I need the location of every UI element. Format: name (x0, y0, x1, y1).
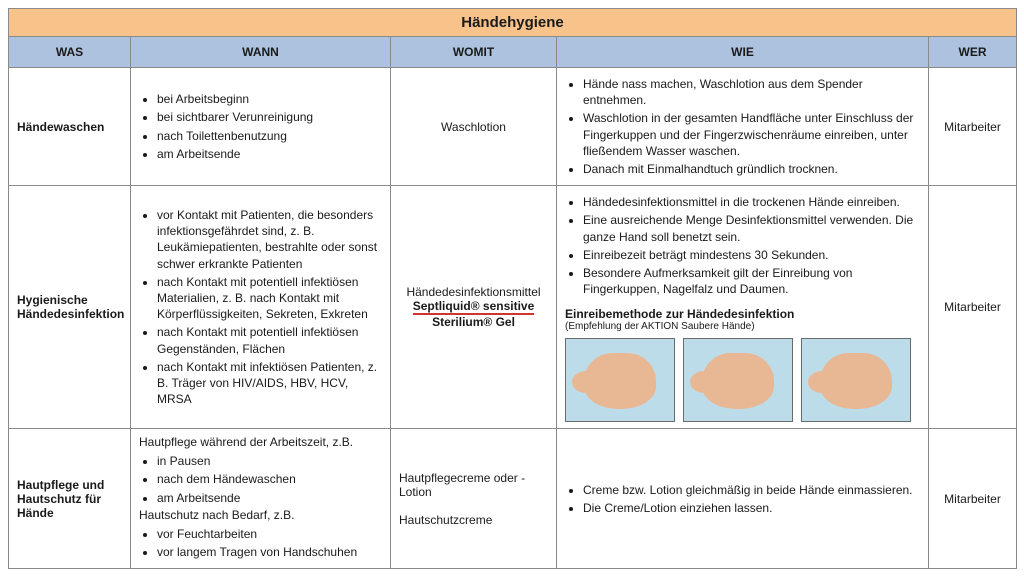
list-item: vor langem Tragen von Handschuhen (157, 544, 382, 560)
row2-womit: Händedesinfektionsmittel Septliquid® sen… (391, 186, 557, 429)
col-wann: WANN (131, 37, 391, 68)
list-item: nach Kontakt mit potentiell infektiösen … (157, 324, 382, 356)
list-item: bei Arbeitsbeginn (157, 91, 382, 107)
wann-intro: Hautpflege während der Arbeitszeit, z.B. (139, 435, 382, 449)
row3-womit: Hautpflegecreme oder -Lotion Hautschutzc… (391, 429, 557, 569)
hygiene-table: Händehygiene WAS WANN WOMIT WIE WER Händ… (8, 8, 1017, 569)
womit-line: Septliquid® sensitive (413, 300, 535, 315)
list-item: Besondere Aufmerksamkeit gilt der Einrei… (583, 265, 920, 297)
list-item: Waschlotion in der gesamten Handfläche u… (583, 110, 920, 159)
list-item: Creme bzw. Lotion gleichmäßig in beide H… (583, 482, 920, 498)
row3-wann-list1: in Pausen nach dem Händewaschen am Arbei… (139, 453, 382, 506)
womit-line: Händedesinfektionsmittel (399, 285, 548, 299)
header-row: WAS WANN WOMIT WIE WER (9, 37, 1017, 68)
list-item: in Pausen (157, 453, 382, 469)
row3-wer: Mitarbeiter (929, 429, 1017, 569)
list-item: nach Kontakt mit potentiell infektiösen … (157, 274, 382, 323)
row1-womit: Waschlotion (391, 68, 557, 186)
row2-was: Hygienische Händedesinfektion (9, 186, 131, 429)
hand-step-icon (565, 338, 675, 422)
col-wie: WIE (557, 37, 929, 68)
row1-wie-list: Hände nass machen, Waschlotion aus dem S… (565, 76, 920, 177)
womit-line: Hautpflegecreme oder -Lotion (399, 471, 548, 499)
method-title: Einreibemethode zur Händedesinfektion (565, 307, 920, 321)
row1-wann-list: bei Arbeitsbeginn bei sichtbarer Verunre… (139, 91, 382, 162)
method-sub: (Empfehlung der AKTION Saubere Hände) (565, 321, 920, 332)
row3-wann: Hautpflege während der Arbeitszeit, z.B.… (131, 429, 391, 569)
row1-was: Händewaschen (9, 68, 131, 186)
col-was: WAS (9, 37, 131, 68)
row1-wie: Hände nass machen, Waschlotion aus dem S… (557, 68, 929, 186)
row3-wann-list2: vor Feuchtarbeiten vor langem Tragen von… (139, 526, 382, 560)
list-item: nach Kontakt mit infektiösen Patienten, … (157, 359, 382, 408)
list-item: Danach mit Einmalhandtuch gründlich troc… (583, 161, 920, 177)
row2-wie-list: Händedesinfektionsmittel in die trockene… (565, 194, 920, 297)
list-item: nach dem Händewaschen (157, 471, 382, 487)
list-item: nach Toilettenbenutzung (157, 128, 382, 144)
list-item: Händedesinfektionsmittel in die trockene… (583, 194, 920, 210)
row3-wie: Creme bzw. Lotion gleichmäßig in beide H… (557, 429, 929, 569)
row3-was: Hautpflege und Hautschutz für Hände (9, 429, 131, 569)
row2-wie: Händedesinfektionsmittel in die trockene… (557, 186, 929, 429)
list-item: bei sichtbarer Verunreinigung (157, 109, 382, 125)
row1-wer: Mitarbeiter (929, 68, 1017, 186)
hand-step-icon (801, 338, 911, 422)
list-item: am Arbeitsende (157, 146, 382, 162)
title-row: Händehygiene (9, 9, 1017, 37)
list-item: am Arbeitsende (157, 490, 382, 506)
list-item: Einreibezeit beträgt mindestens 30 Sekun… (583, 247, 920, 263)
womit-line: Sterilium® Gel (399, 315, 548, 329)
list-item: Hände nass machen, Waschlotion aus dem S… (583, 76, 920, 108)
table-row: Hygienische Händedesinfektion vor Kontak… (9, 186, 1017, 429)
row3-wie-list: Creme bzw. Lotion gleichmäßig in beide H… (565, 482, 920, 516)
womit-line: Hautschutzcreme (399, 513, 548, 527)
row2-wann-list: vor Kontakt mit Patienten, die besonders… (139, 207, 382, 407)
hand-images (565, 338, 920, 422)
table-row: Hautpflege und Hautschutz für Hände Haut… (9, 429, 1017, 569)
list-item: vor Feuchtarbeiten (157, 526, 382, 542)
list-item: Die Creme/Lotion einziehen lassen. (583, 500, 920, 516)
row1-wann: bei Arbeitsbeginn bei sichtbarer Verunre… (131, 68, 391, 186)
row2-wer: Mitarbeiter (929, 186, 1017, 429)
row2-wann: vor Kontakt mit Patienten, die besonders… (131, 186, 391, 429)
wann-intro: Hautschutz nach Bedarf, z.B. (139, 508, 382, 522)
list-item: Eine ausreichende Menge Desinfektionsmit… (583, 212, 920, 244)
table-row: Händewaschen bei Arbeitsbeginn bei sicht… (9, 68, 1017, 186)
list-item: vor Kontakt mit Patienten, die besonders… (157, 207, 382, 272)
hand-step-icon (683, 338, 793, 422)
col-wer: WER (929, 37, 1017, 68)
table-title: Händehygiene (9, 9, 1017, 37)
col-womit: WOMIT (391, 37, 557, 68)
